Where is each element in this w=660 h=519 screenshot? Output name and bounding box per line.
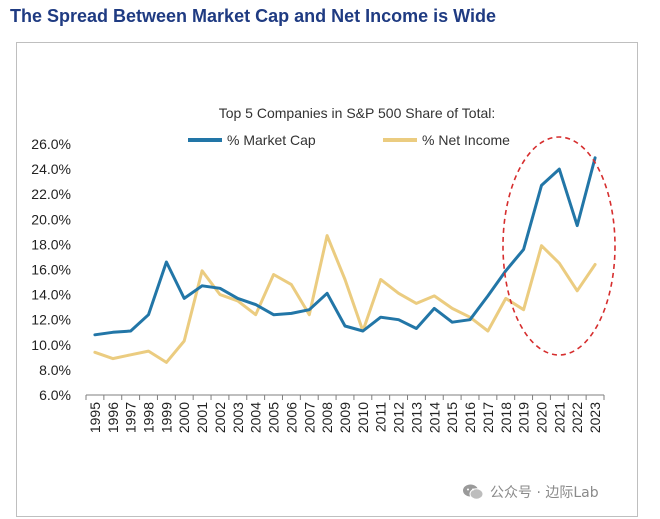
x-tick-label: 2021 [551,402,567,433]
x-tick-label: 1997 [123,402,139,433]
x-tick-label: 2016 [462,402,478,433]
y-tick-label: 20.0% [31,211,71,227]
x-tick-label: 2001 [194,402,210,433]
legend-label-net-income: % Net Income [422,132,510,148]
x-tick-label: 2023 [587,402,603,433]
y-tick-label: 24.0% [31,161,71,177]
x-tick-label: 2005 [266,402,282,433]
x-tick-label: 2012 [391,402,407,433]
watermark: 公众号 · 边际Lab [462,482,599,502]
x-tick-label: 2000 [176,402,192,433]
x-tick-label: 2022 [569,402,585,433]
y-tick-label: 6.0% [39,387,71,403]
x-tick-label: 2011 [373,402,389,432]
x-tick-label: 2013 [408,402,424,433]
chart-title: Top 5 Companies in S&P 500 Share of Tota… [219,105,496,121]
x-tick-label: 2015 [444,402,460,433]
chart-frame [16,42,638,517]
x-tick-label: 2003 [230,402,246,433]
x-tick-label: 2007 [301,402,317,433]
x-tick-label: 2006 [283,402,299,433]
y-axis: 6.0% 8.0% 10.0% 12.0% 14.0% 16.0% 18.0% 20.0% 22… [31,136,71,403]
x-tick-label: 2014 [426,402,442,433]
y-tick-label: 10.0% [31,337,71,353]
y-tick-label: 14.0% [31,287,71,303]
y-tick-label: 16.0% [31,262,71,278]
legend: % Market Cap % Net Income [188,132,510,148]
legend-label-market-cap: % Market Cap [227,132,316,148]
x-tick-label: 1999 [158,402,174,433]
y-tick-label: 22.0% [31,186,71,202]
x-tick-label: 2008 [319,402,335,433]
y-tick-label: 12.0% [31,312,71,328]
x-tick-label: 2002 [212,402,228,433]
x-tick-label: 2010 [355,402,371,433]
x-tick-label: 2009 [337,402,353,433]
x-tick-label: 1996 [105,402,121,433]
wechat-icon [463,484,484,500]
page-headline: The Spread Between Market Cap and Net In… [10,6,496,26]
y-tick-label: 18.0% [31,236,71,252]
x-tick-label: 2019 [516,402,532,433]
highlight-ellipse [502,136,616,356]
x-tick-label: 2004 [248,402,264,433]
x-tick-label: 2020 [533,402,549,433]
x-tick-label: 1998 [141,402,157,433]
y-tick-label: 8.0% [39,362,71,378]
watermark-text: 公众号 · 边际Lab [490,485,599,501]
x-tick-label: 2018 [498,402,514,433]
x-axis: 1995 1996 1997 1998 1999 2000 2001 2002 2003 2004… [85,394,605,433]
x-tick-label: 2017 [480,402,496,433]
x-tick-label: 1995 [87,402,103,433]
y-tick-label: 26.0% [31,136,71,152]
series-line-market-cap [93,156,597,337]
series-layer [93,156,597,364]
